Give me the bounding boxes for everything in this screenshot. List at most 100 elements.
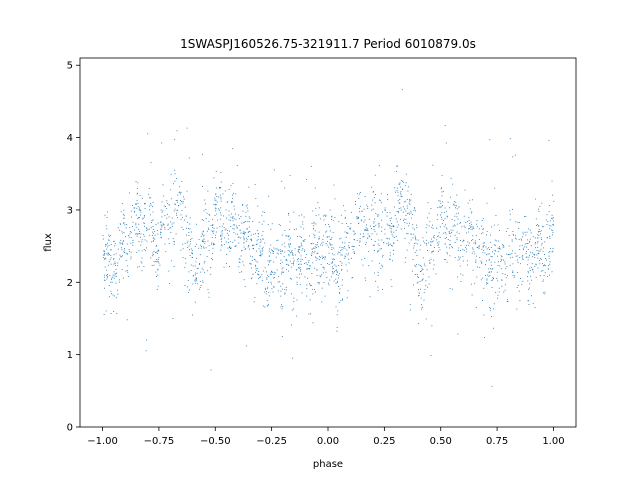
data-point	[268, 295, 270, 297]
data-point	[213, 177, 215, 179]
data-point	[349, 228, 351, 229]
data-point	[339, 292, 341, 294]
data-point	[449, 207, 451, 209]
data-point	[331, 237, 333, 239]
data-point	[208, 245, 210, 247]
data-point	[524, 216, 526, 217]
data-point	[110, 281, 112, 283]
data-point	[417, 322, 419, 324]
data-point	[411, 214, 413, 216]
data-point	[397, 200, 399, 202]
data-point	[513, 277, 515, 279]
data-point	[351, 245, 353, 247]
data-point	[442, 205, 443, 206]
data-point	[503, 259, 504, 261]
data-point	[363, 216, 365, 217]
data-point	[543, 226, 545, 228]
data-point	[549, 274, 550, 276]
data-point	[110, 312, 112, 314]
data-point	[285, 289, 287, 291]
data-point	[440, 188, 442, 190]
data-point	[396, 165, 398, 167]
data-point	[147, 228, 149, 230]
data-point	[344, 245, 346, 247]
data-point	[329, 209, 331, 211]
data-point	[126, 253, 128, 255]
data-point	[371, 186, 373, 188]
data-point	[104, 280, 106, 281]
data-point	[408, 225, 410, 227]
data-point	[282, 283, 284, 285]
data-point	[139, 230, 140, 232]
data-point	[144, 208, 146, 210]
data-point	[407, 207, 409, 209]
data-point	[301, 214, 303, 216]
data-point	[522, 259, 524, 260]
data-point	[499, 230, 500, 231]
data-point	[500, 261, 502, 262]
data-point	[491, 251, 493, 253]
data-point	[182, 229, 184, 231]
data-point	[313, 228, 315, 230]
data-point	[188, 228, 189, 229]
data-point	[152, 237, 154, 239]
data-point	[427, 250, 428, 251]
data-point	[337, 265, 339, 266]
data-point	[527, 280, 529, 282]
data-point	[283, 271, 285, 273]
data-point	[244, 248, 246, 250]
data-point	[266, 278, 268, 280]
data-point	[132, 244, 134, 246]
data-point	[518, 227, 520, 229]
data-point	[202, 231, 204, 233]
data-point	[386, 223, 388, 225]
data-point	[249, 263, 251, 265]
data-point	[433, 236, 434, 238]
data-point	[108, 236, 110, 238]
chart-title: 1SWASPJ160526.75-321911.7 Period 6010879…	[180, 37, 476, 51]
data-point	[348, 245, 350, 247]
data-point	[421, 270, 422, 272]
data-point	[162, 210, 164, 212]
data-point	[317, 258, 319, 260]
data-point	[318, 283, 320, 285]
data-point	[223, 266, 225, 268]
data-point	[306, 264, 308, 265]
data-point	[466, 251, 467, 253]
data-point	[410, 199, 412, 201]
data-point	[305, 257, 307, 258]
data-point	[386, 212, 388, 213]
data-point	[401, 89, 403, 91]
data-point	[391, 233, 393, 235]
data-point	[111, 293, 112, 295]
data-point	[375, 280, 377, 282]
data-point	[257, 205, 259, 207]
data-point	[342, 247, 344, 249]
data-point	[544, 265, 546, 267]
data-point	[378, 226, 380, 228]
data-point	[333, 280, 335, 282]
data-point	[516, 287, 518, 288]
data-point	[287, 263, 289, 265]
data-point	[229, 230, 230, 232]
data-point	[180, 193, 181, 195]
data-point	[548, 257, 550, 259]
data-point	[258, 274, 259, 276]
data-point	[446, 210, 448, 212]
data-point	[388, 242, 390, 244]
data-point	[174, 169, 176, 171]
data-point	[139, 209, 141, 211]
data-point	[227, 201, 229, 203]
data-point	[130, 258, 132, 260]
data-point	[270, 249, 272, 251]
data-point	[213, 243, 215, 245]
data-point	[204, 242, 206, 244]
data-point	[446, 215, 448, 217]
data-point	[422, 257, 424, 259]
data-point	[315, 215, 317, 217]
data-point	[400, 228, 402, 230]
data-point	[289, 250, 291, 252]
data-point	[262, 238, 264, 240]
data-point	[106, 275, 108, 277]
data-point	[114, 261, 116, 263]
